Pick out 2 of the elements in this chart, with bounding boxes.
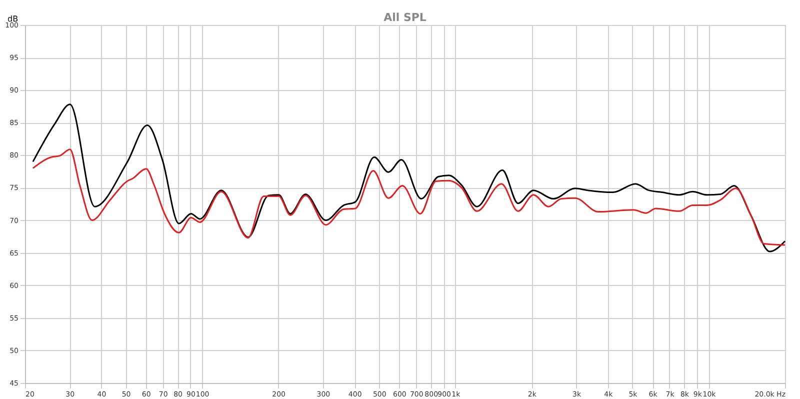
chart-title: All SPL — [384, 11, 426, 24]
y-axis-title: dB — [8, 14, 18, 24]
